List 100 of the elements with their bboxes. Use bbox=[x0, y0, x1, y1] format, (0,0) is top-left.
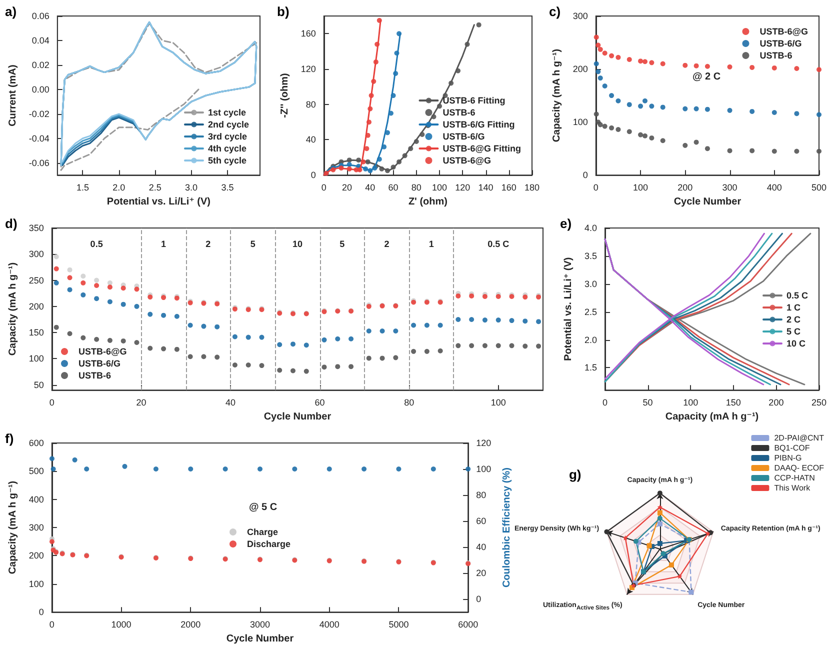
x-tick-label: 160 bbox=[501, 182, 516, 193]
y-tick-label: 2.5 bbox=[584, 306, 597, 317]
x-tick-label: 400 bbox=[766, 182, 782, 193]
x-tick-label: 3000 bbox=[250, 620, 270, 630]
x-axis-title: Capacity (mA h g⁻¹) bbox=[665, 412, 759, 422]
legend-label: BQ1-COF bbox=[774, 444, 810, 452]
legend-label: CCP-HATN bbox=[774, 474, 816, 482]
y-tick-label: 0 bbox=[310, 170, 316, 180]
y-tick-label: 2.0 bbox=[584, 334, 597, 345]
y-tick-label: 500 bbox=[28, 466, 44, 476]
legend-label: 2D-PAI@CNT bbox=[774, 434, 824, 442]
annotation: 2 bbox=[206, 239, 211, 249]
y-tick-label: 200 bbox=[28, 550, 44, 561]
x-tick-label: 150 bbox=[726, 398, 741, 408]
x-tick-label: 2.0 bbox=[112, 182, 126, 193]
annotation: 5 bbox=[250, 239, 256, 249]
y2-tick-label: 0 bbox=[476, 594, 482, 604]
x-tick-label: 3.5 bbox=[221, 182, 234, 193]
y-tick-label: 50 bbox=[34, 380, 44, 390]
x-tick-label: 200 bbox=[768, 398, 784, 408]
legend-label: Discharge bbox=[246, 539, 291, 549]
y-axis-title: Capacity (mA h g⁻¹) bbox=[8, 480, 18, 574]
y-tick-label: 200 bbox=[28, 301, 44, 312]
x-tick-label: 140 bbox=[478, 182, 494, 193]
x-tick-label: 1.5 bbox=[76, 182, 89, 193]
y-tick-label: 400 bbox=[28, 494, 44, 504]
x-tick-label: 500 bbox=[811, 182, 827, 193]
legend-label: USTB-6 bbox=[78, 370, 112, 380]
y-tick-label: 160 bbox=[300, 28, 316, 39]
x-tick-label: 80 bbox=[411, 182, 422, 193]
y-tick-label: 0.06 bbox=[32, 11, 50, 21]
chart-title: d) bbox=[5, 216, 18, 231]
y-tick-label: 100 bbox=[28, 578, 44, 589]
x-axis-title: Cycle Number bbox=[674, 196, 742, 208]
x-tick-label: 40 bbox=[365, 182, 376, 193]
y-tick-label: 4.0 bbox=[584, 223, 597, 233]
text: g) bbox=[568, 467, 582, 482]
x-tick-label: 20 bbox=[342, 182, 352, 193]
legend-label: Charge bbox=[246, 527, 278, 537]
y-tick-label: 80 bbox=[306, 99, 316, 110]
y-tick-label: 120 bbox=[300, 64, 316, 74]
x-tick-label: 200 bbox=[678, 182, 693, 193]
x-tick-label: 40 bbox=[225, 398, 236, 408]
x-axis-title: Potential vs. Li/Li⁺ (V) bbox=[106, 196, 211, 208]
y-tick-label: -0.06 bbox=[28, 158, 50, 168]
legend-label: USTB-6@G bbox=[760, 26, 808, 36]
legend-label: USTB-6/G bbox=[442, 132, 485, 142]
y2-tick-label: 40 bbox=[476, 542, 486, 552]
x-tick-label: 0 bbox=[602, 398, 608, 408]
annotation: @ 2 C bbox=[692, 71, 721, 82]
y-tick-label: 300 bbox=[28, 522, 44, 533]
chart-title: b) bbox=[277, 4, 290, 19]
y-tick-label: 3.5 bbox=[584, 250, 597, 261]
x-tick-label: 5000 bbox=[388, 620, 409, 630]
y-tick-label: 0.04 bbox=[32, 35, 50, 46]
x-tick-label: 4000 bbox=[319, 620, 340, 630]
chart-title: a) bbox=[5, 4, 17, 19]
x-axis-title: Z' (ohm) bbox=[408, 196, 448, 208]
x-tick-label: 60 bbox=[314, 398, 325, 408]
annotation: 10 bbox=[292, 239, 302, 249]
annotation: 0.5 bbox=[90, 239, 103, 249]
legend-label: 2nd cycle bbox=[208, 120, 250, 130]
x-tick-label: 1000 bbox=[111, 620, 132, 630]
legend-label: PIBN-G bbox=[774, 454, 802, 462]
legend-label: 4th cycle bbox=[208, 144, 247, 154]
y-axis-title: Capacity (mA h g⁻¹) bbox=[8, 262, 18, 356]
y-tick-label: 150 bbox=[28, 328, 44, 338]
y-tick-label: 3.0 bbox=[584, 278, 597, 289]
legend-label: 10 C bbox=[786, 338, 806, 348]
legend-label: USTB-6/G bbox=[760, 38, 802, 48]
y2-tick-label: 20 bbox=[476, 568, 486, 578]
chart-title: c) bbox=[549, 4, 561, 19]
x-tick-label: 180 bbox=[524, 182, 540, 193]
x-tick-label: 6000 bbox=[458, 620, 478, 630]
y-tick-label: 0 bbox=[38, 607, 44, 618]
legend-label: 5 C bbox=[786, 326, 801, 336]
legend-label: 2 C bbox=[786, 314, 801, 324]
y-tick-label: 0 bbox=[582, 170, 588, 180]
x-tick-label: 100 bbox=[683, 398, 698, 408]
annotation: 5 bbox=[340, 239, 345, 249]
chart-title: f) bbox=[5, 431, 14, 446]
legend-label: USTB-6 Fitting bbox=[442, 96, 506, 106]
y-tick-label: 0.02 bbox=[32, 60, 50, 70]
annotation: @ 5 C bbox=[248, 502, 278, 514]
y-tick-label: -0.04 bbox=[28, 133, 50, 144]
legend-label: USTB-6 bbox=[760, 50, 792, 60]
annotation: 2 bbox=[384, 239, 390, 249]
legend-label: USTB-6 bbox=[442, 108, 476, 118]
y2-tick-label: 120 bbox=[476, 438, 492, 448]
y-tick-label: 200 bbox=[572, 64, 588, 74]
y-tick-label: 100 bbox=[28, 354, 44, 364]
y-tick-label: 300 bbox=[572, 11, 588, 21]
legend-label: 1 C bbox=[786, 302, 801, 312]
y-axis-title: -Z'' (ohm) bbox=[280, 73, 290, 118]
legend-label: USTB-6@G Fitting bbox=[442, 144, 522, 154]
y-tick-label: 100 bbox=[572, 117, 588, 128]
x-tick-label: 250 bbox=[811, 398, 827, 408]
y-tick-label: 300 bbox=[28, 249, 44, 260]
y-axis-title: Potential vs. Li/Li⁺ (V) bbox=[563, 257, 574, 361]
y2-tick-label: 100 bbox=[476, 464, 492, 474]
